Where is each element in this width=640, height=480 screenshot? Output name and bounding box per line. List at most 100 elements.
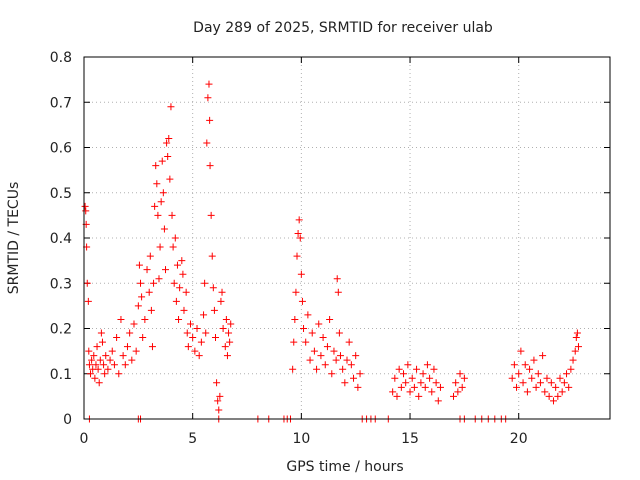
data-point — [215, 406, 223, 414]
data-point — [160, 225, 168, 233]
data-point — [352, 352, 360, 360]
data-point — [226, 338, 234, 346]
data-point — [92, 361, 100, 369]
data-point — [141, 315, 149, 323]
data-point — [94, 365, 102, 373]
data-point — [153, 180, 161, 188]
data-point — [212, 334, 219, 342]
x-tick-label: 0 — [80, 431, 89, 447]
data-point — [165, 134, 173, 142]
data-point — [117, 315, 125, 323]
data-point — [458, 383, 466, 391]
data-point — [419, 370, 427, 378]
data-point — [456, 370, 464, 378]
data-point — [452, 379, 460, 387]
data-point — [549, 397, 557, 405]
data-point — [225, 329, 233, 337]
data-point — [162, 266, 170, 274]
data-point — [137, 279, 145, 287]
data-point — [315, 320, 323, 328]
data-point — [347, 361, 355, 369]
data-point — [201, 279, 209, 287]
data-point — [95, 379, 103, 387]
data-point — [202, 329, 210, 337]
data-point — [404, 361, 412, 369]
data-point — [85, 347, 93, 355]
data-point — [556, 374, 564, 382]
data-point — [104, 365, 112, 373]
y-tick-label: 0.4 — [50, 231, 72, 247]
data-point — [100, 361, 108, 369]
data-point — [326, 315, 334, 323]
data-point — [330, 347, 338, 355]
data-point — [147, 306, 155, 314]
y-tick-label: 0.3 — [50, 276, 72, 292]
data-point — [332, 356, 340, 364]
data-point — [156, 243, 164, 251]
data-point — [517, 347, 525, 355]
data-point — [159, 189, 167, 197]
data-point — [515, 370, 523, 378]
data-point — [96, 356, 104, 364]
data-point — [158, 157, 166, 165]
data-point — [119, 352, 127, 360]
data-point — [148, 343, 156, 351]
data-point — [428, 388, 436, 396]
data-point — [552, 383, 560, 391]
data-point — [206, 116, 214, 124]
data-point — [395, 365, 403, 373]
data-point — [184, 343, 192, 351]
data-point — [417, 379, 425, 387]
x-axis-label: GPS time / hours — [286, 459, 403, 475]
data-point — [172, 297, 180, 305]
data-point — [203, 139, 211, 147]
data-point — [200, 311, 208, 319]
data-point — [113, 334, 121, 342]
data-point — [219, 325, 227, 332]
data-point — [88, 356, 96, 364]
data-point — [569, 356, 577, 364]
data-point — [108, 347, 116, 355]
data-point — [534, 370, 542, 378]
data-point — [154, 211, 162, 219]
data-point — [423, 361, 431, 369]
data-point — [532, 383, 540, 391]
data-point — [310, 347, 318, 355]
data-point — [294, 229, 302, 237]
data-point — [110, 361, 118, 369]
y-tick-label: 0.5 — [50, 186, 72, 202]
data-point — [197, 338, 205, 346]
data-point — [193, 325, 201, 332]
data-point — [408, 374, 416, 382]
data-point — [521, 361, 529, 369]
data-point — [191, 347, 199, 355]
data-point — [558, 388, 566, 396]
data-point — [295, 216, 303, 224]
data-point — [308, 329, 316, 337]
data-point — [145, 288, 153, 296]
data-point — [176, 284, 184, 292]
data-point — [183, 329, 191, 337]
data-point — [84, 297, 92, 305]
data-point — [222, 315, 230, 323]
data-point — [426, 374, 434, 382]
y-tick-label: 0.1 — [50, 367, 72, 383]
data-point — [574, 343, 582, 351]
data-point — [204, 94, 212, 102]
data-point — [573, 329, 581, 337]
data-point — [333, 275, 341, 283]
y-tick-label: 0.6 — [50, 141, 72, 157]
data-point — [214, 397, 222, 405]
data-point — [179, 270, 187, 278]
data-point — [528, 374, 536, 382]
data-point — [163, 139, 171, 147]
data-point — [138, 293, 146, 301]
data-point — [391, 374, 399, 382]
data-point — [171, 234, 179, 242]
data-point — [126, 329, 134, 337]
data-point — [83, 279, 91, 287]
data-point — [513, 383, 521, 391]
data-point — [304, 311, 312, 319]
data-point — [218, 288, 226, 296]
data-point — [334, 288, 342, 296]
